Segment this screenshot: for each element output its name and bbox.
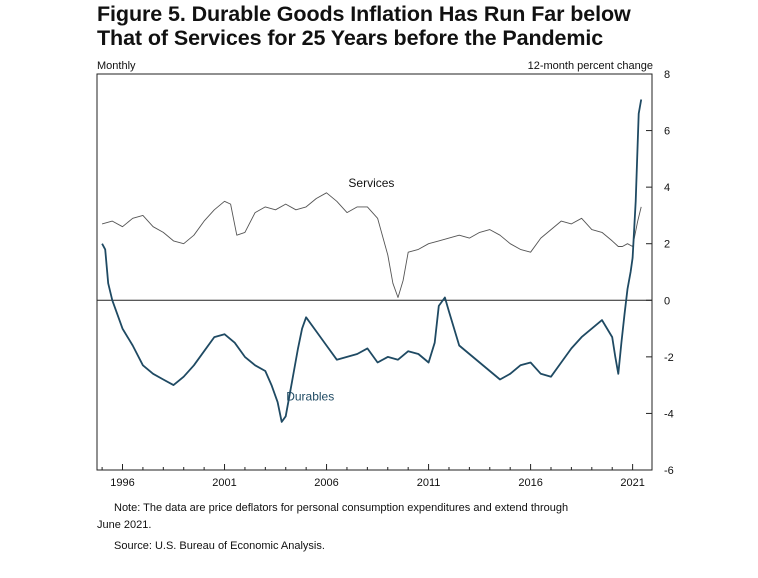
x-tick-label: 2001 — [212, 477, 236, 489]
note-line-1: Note: The data are price deflators for p… — [114, 502, 569, 514]
series-line-durables — [101, 99, 643, 423]
y-tick-label: 6 — [664, 126, 670, 138]
series-annotation-durables: Durables — [286, 390, 334, 404]
annotation-layer: Services Durables — [286, 176, 394, 404]
y-tick-label: -6 — [664, 465, 674, 477]
chart-title-line-2: That of Services for 25 Years before the… — [97, 26, 604, 50]
x-tick-label: 2021 — [620, 477, 644, 489]
note-line-2: June 2021. — [97, 519, 152, 531]
axes-layer: 8 6 4 2 0 -2 -4 -6 1996 2001 2006 2011 2016 2021 — [97, 69, 674, 489]
y-tick-label: 2 — [664, 239, 670, 251]
y-tick-label: 8 — [664, 69, 670, 81]
series-line-services — [101, 192, 642, 298]
x-tick-label: 2011 — [417, 477, 441, 489]
series-layer — [101, 99, 643, 423]
y-tick-label: -2 — [664, 352, 674, 364]
series-annotation-services: Services — [348, 176, 394, 190]
chart-title: Figure 5. Durable Goods Inflation Has Ru… — [97, 2, 737, 50]
x-tick-label: 2006 — [314, 477, 338, 489]
y-tick-label: -4 — [664, 408, 674, 420]
y-tick-label: 0 — [664, 295, 670, 307]
source-line: Source: U.S. Bureau of Economic Analysis… — [114, 540, 325, 552]
x-tick-label: 2016 — [518, 477, 542, 489]
chart-title-line-1: Figure 5. Durable Goods Inflation Has Ru… — [97, 2, 631, 26]
y-tick-label: 4 — [664, 182, 670, 194]
x-tick-label: 1996 — [110, 477, 134, 489]
frequency-label: Monthly — [97, 60, 136, 72]
y-axis-label: 12-month percent change — [527, 60, 653, 72]
plot-frame — [96, 73, 653, 471]
